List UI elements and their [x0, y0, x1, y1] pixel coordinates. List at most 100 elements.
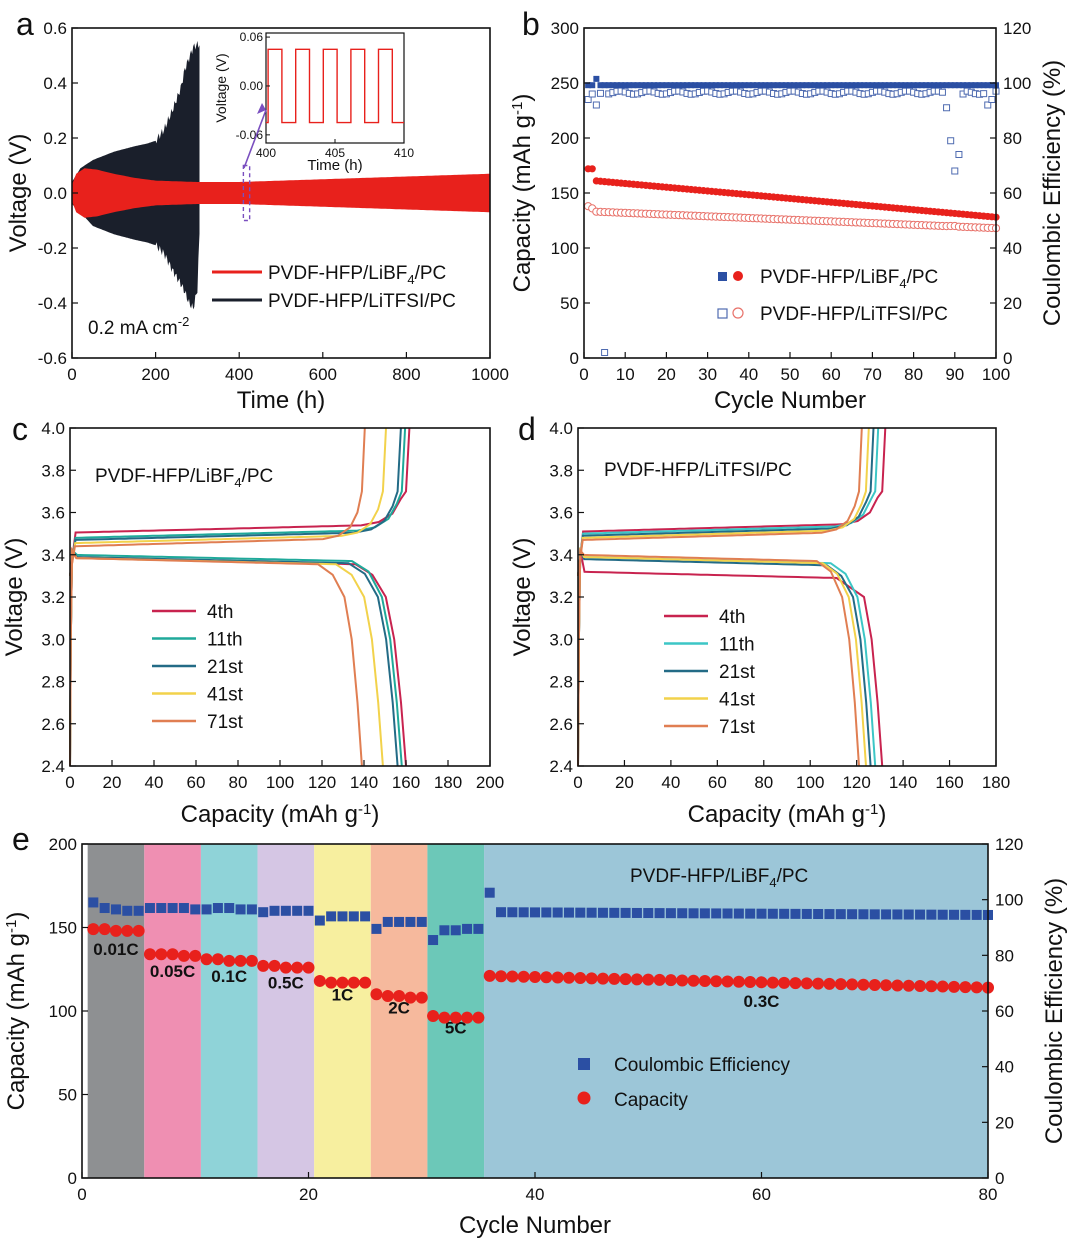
rate-band-0.05C [144, 844, 201, 1178]
point-capacity [483, 969, 496, 982]
point-litfsi-ce [988, 96, 996, 103]
legend-label-41st: 41st [207, 685, 244, 706]
y2-tick-label: 40 [1003, 239, 1022, 258]
panel-c: c 0 20 40 60 80 100 120 140 160 180 200 2.4 2.6 2.8 3.… [1, 411, 504, 828]
x-tick-label: 80 [229, 773, 248, 792]
point-libf4-ce [968, 82, 975, 89]
y-tick-label: 50 [58, 1086, 77, 1105]
point-libf4-ce [725, 82, 732, 89]
point-capacity [653, 973, 666, 986]
y-tick-label: 0 [570, 349, 579, 368]
point-capacity [834, 978, 847, 991]
point-libf4-ce [712, 82, 719, 89]
point-capacity [948, 980, 961, 993]
x-tick-label: 1000 [471, 365, 509, 384]
point-libf4-ce [890, 82, 896, 89]
rate-label-5C: 5C [445, 1019, 467, 1038]
point-libf4-ce [955, 82, 962, 89]
legend-label-71st: 71st [719, 717, 756, 738]
point-capacity [268, 959, 281, 972]
y-tick-label: 50 [560, 294, 579, 313]
point-litfsi-ce [955, 151, 963, 158]
point-capacity [461, 1011, 474, 1024]
point-libf4-ce [774, 82, 781, 89]
y2-tick-label: 20 [1003, 294, 1022, 313]
point-libf4-ce [618, 82, 625, 89]
point-ce [371, 923, 382, 934]
point-libf4-ce [721, 82, 728, 89]
x-tick-label: 180 [434, 773, 462, 792]
panel-d-ticks: 0 20 40 60 80 100 120 140 160 180 2.4 2.6 2.8 3.0 3.2 3… [549, 419, 1010, 792]
point-libf4-ce [824, 82, 831, 89]
point-capacity [880, 979, 893, 992]
charge-curve-41st [69, 427, 387, 577]
point-capacity [211, 953, 224, 966]
point-litfsi-ce [980, 90, 988, 98]
y-tick-label: -0.2 [38, 239, 67, 258]
legend-circle-libf4 [733, 271, 743, 281]
x-tick-label: 10 [616, 365, 635, 384]
y-tick-label: 2.4 [41, 757, 65, 776]
y-tick-label: 100 [49, 1002, 77, 1021]
x-tick-label: 40 [145, 773, 164, 792]
y-tick-label: 3.6 [549, 504, 573, 523]
rate-label-0.1C: 0.1C [211, 967, 247, 986]
panel-d-plot-area [577, 427, 887, 767]
point-ce [292, 905, 303, 916]
point-libf4-ce [613, 82, 620, 89]
point-capacity [245, 954, 258, 967]
y-tick-label: 3.4 [549, 546, 573, 565]
y-tick-label: 3.0 [41, 630, 65, 649]
point-ce [110, 904, 121, 915]
legend-label-litfsi: PVDF-HFP/LiTFSI/PC [268, 291, 456, 312]
charge-curve-4th [577, 427, 887, 577]
point-ce [337, 911, 348, 922]
rate-band-2C [370, 844, 428, 1178]
legend-circle-capacity [577, 1091, 591, 1105]
point-libf4-ce [729, 82, 736, 89]
point-ce [201, 904, 212, 915]
point-capacity [370, 988, 383, 1001]
point-ce [405, 916, 416, 927]
panel-b: b 0 10 20 30 40 50 60 70 80 90 1000501001502002503… [509, 6, 1066, 414]
x-tick-label: 100 [982, 365, 1010, 384]
point-litfsi-ce [584, 96, 592, 103]
point-capacity [744, 976, 757, 989]
point-capacity [732, 975, 745, 988]
x-tick-label: 70 [863, 365, 882, 384]
point-ce [824, 909, 835, 920]
point-capacity [472, 1011, 485, 1024]
point-capacity [87, 923, 100, 936]
x-tick-label: 60 [752, 1185, 771, 1204]
point-capacity [630, 973, 643, 986]
point-capacity [676, 974, 689, 987]
point-libf4-ce [865, 82, 872, 89]
charge-curve-71st [577, 427, 863, 577]
point-ce [858, 909, 869, 920]
x-tick-label: 180 [982, 773, 1010, 792]
point-ce [926, 909, 937, 920]
x-tick-label: 30 [698, 365, 717, 384]
point-ce [960, 909, 971, 920]
x-tick-label: 40 [661, 773, 680, 792]
point-ce [597, 907, 608, 918]
panel-c-legend: 4th 11th 21st 41st 71st [152, 602, 244, 733]
point-libf4-ce [947, 82, 954, 89]
panel-a-xlabel: Time (h) [237, 387, 325, 414]
y2-tick-label: 80 [1003, 129, 1022, 148]
point-libf4-ce [754, 82, 761, 89]
panel-label-b: b [522, 6, 540, 42]
point-ce [745, 908, 756, 919]
point-ce [541, 907, 552, 918]
point-capacity [664, 974, 677, 987]
point-capacity [902, 979, 915, 992]
point-libf4-ce [976, 82, 983, 89]
x-tick-label: 20 [299, 1185, 318, 1204]
point-ce [575, 907, 586, 918]
point-libf4-ce [745, 82, 752, 89]
point-libf4-ce [630, 82, 637, 89]
y-tick-label: 4.0 [41, 419, 65, 438]
point-capacity [914, 980, 927, 993]
x-tick-label: 160 [935, 773, 963, 792]
